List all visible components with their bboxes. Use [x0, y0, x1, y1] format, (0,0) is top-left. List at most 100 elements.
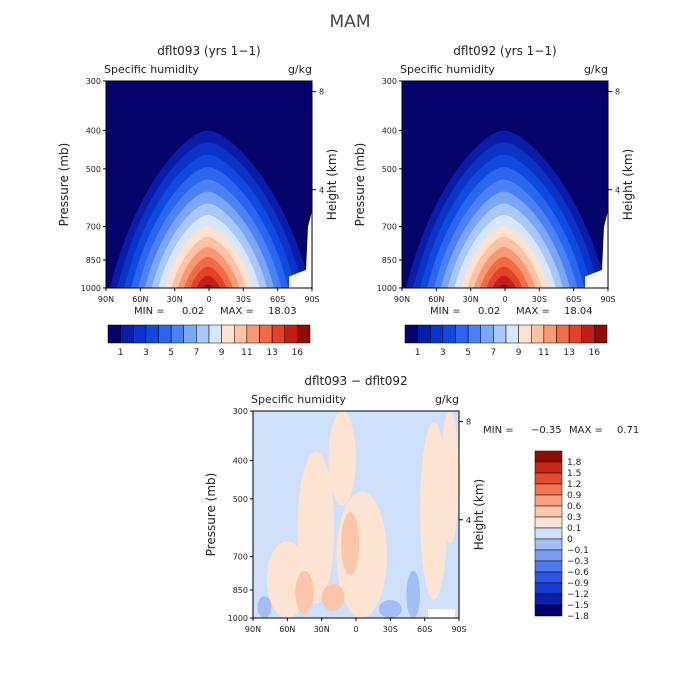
x-tick-label: 30S: [236, 295, 251, 304]
colorbar-swatch: [505, 324, 519, 344]
colorbar-label: −0.3: [567, 557, 589, 567]
colorbar-swatch: [170, 324, 184, 344]
y-tick-label: 400: [86, 126, 101, 135]
colorbar-label: 13: [563, 348, 574, 358]
difference-anomaly-patch: [378, 599, 402, 618]
panel-panel_b: [399, 80, 612, 344]
min-value: −0.35: [531, 425, 562, 436]
colorbar-label: −0.6: [567, 568, 589, 578]
max-value: 18.03: [268, 306, 297, 317]
colorbar-swatch: [534, 549, 563, 562]
colorbar-swatch: [594, 324, 608, 344]
colorbar-swatch: [297, 324, 311, 344]
humidity-contour-band: [498, 284, 510, 288]
x-tick-label: 60N: [132, 295, 148, 304]
difference-anomaly-patch: [257, 596, 272, 618]
colorbar-label: 7: [194, 348, 200, 358]
x-tick-label: 60S: [270, 295, 285, 304]
min-label: MIN =: [430, 306, 461, 317]
colorbar-swatch: [534, 571, 563, 584]
colorbar-swatch: [107, 324, 121, 344]
y-axis-label: Pressure (mb): [353, 143, 367, 227]
difference-anomaly-patch: [420, 422, 448, 600]
max-value: 18.04: [564, 306, 593, 317]
min-label: MIN =: [483, 425, 514, 436]
y-tick-label: 300: [86, 77, 101, 86]
x-tick-label: 90N: [98, 295, 114, 304]
colorbar-label: 13: [266, 348, 277, 358]
units-label: g/kg: [288, 63, 312, 76]
panel-title: dflt092 (yrs 1−1): [453, 44, 556, 58]
x-tick-label: 0: [206, 295, 211, 304]
colorbar-swatch: [158, 324, 172, 344]
difference-anomaly-patch: [297, 451, 335, 604]
right-axis-label: Height (km): [472, 479, 486, 550]
height-tick-label: 8: [466, 418, 471, 427]
y-axis-label: Pressure (mb): [204, 473, 218, 557]
colorbar-label: −0.1: [567, 546, 589, 556]
colorbar-label: −1.2: [567, 590, 589, 600]
colorbar-label: 11: [241, 348, 252, 358]
humidity-contour-band: [202, 284, 214, 288]
colorbar-swatch: [556, 324, 570, 344]
colorbar-label: −1.8: [567, 612, 589, 622]
colorbar-swatch: [133, 324, 147, 344]
colorbar-swatch: [534, 505, 563, 518]
max-label: MAX =: [569, 425, 603, 436]
x-tick-label: 30S: [383, 625, 398, 634]
panel-title: dflt093 (yrs 1−1): [157, 44, 260, 58]
colorbar-label: 0: [567, 535, 573, 545]
colorbar-swatch: [404, 324, 418, 344]
max-value: 0.71: [617, 425, 639, 436]
variable-name: Specific humidity: [400, 63, 495, 76]
y-tick-label: 500: [233, 495, 248, 504]
colorbar-swatch: [234, 324, 248, 344]
colorbar-swatch: [518, 324, 532, 344]
y-tick-label: 850: [233, 586, 248, 595]
x-tick-label: 0: [353, 625, 358, 634]
colorbar-swatch: [145, 324, 159, 344]
x-tick-label: 60N: [279, 625, 295, 634]
difference-anomaly-patch: [440, 411, 459, 544]
panel-panel_c: [250, 410, 563, 621]
colorbar-swatch: [284, 324, 298, 344]
y-tick-label: 850: [382, 256, 397, 265]
y-tick-label: 1000: [81, 284, 101, 293]
colorbar-swatch: [480, 324, 494, 344]
difference-anomaly-patch: [406, 570, 421, 618]
right-axis-label: Height (km): [621, 149, 635, 220]
x-tick-label: 90N: [394, 295, 410, 304]
colorbar-swatch: [183, 324, 197, 344]
y-tick-label: 850: [86, 256, 101, 265]
min-value: 0.02: [478, 306, 500, 317]
x-tick-label: 90S: [304, 295, 319, 304]
height-tick-label: 4: [319, 186, 324, 195]
colorbar-label: 0.9: [567, 491, 582, 501]
colorbar-label: 16: [292, 348, 304, 358]
height-tick-label: 4: [615, 186, 620, 195]
colorbar-swatch: [534, 461, 563, 474]
x-tick-label: 90N: [245, 625, 261, 634]
colorbar-label: 5: [168, 348, 174, 358]
colorbar-label: 0.3: [567, 513, 581, 523]
x-tick-label: 30N: [463, 295, 479, 304]
colorbar-label: 1.8: [567, 458, 582, 468]
colorbar-label: 5: [465, 348, 471, 358]
y-tick-label: 400: [382, 126, 397, 135]
colorbar-label: 0.1: [567, 524, 581, 534]
colorbar-swatch: [534, 538, 563, 551]
colorbar-swatch: [430, 324, 444, 344]
y-tick-label: 1000: [377, 284, 397, 293]
colorbar-swatch: [208, 324, 222, 344]
colorbar-label: 3: [440, 348, 446, 358]
colorbar-swatch: [455, 324, 469, 344]
variable-name: Specific humidity: [104, 63, 199, 76]
y-axis-label: Pressure (mb): [57, 143, 71, 227]
missing-data-region: [289, 211, 312, 288]
min-label: MIN =: [134, 306, 165, 317]
colorbar-swatch: [534, 560, 563, 573]
x-tick-label: 60S: [566, 295, 581, 304]
colorbar-label: −1.5: [567, 601, 589, 611]
colorbar-swatch: [534, 604, 563, 617]
